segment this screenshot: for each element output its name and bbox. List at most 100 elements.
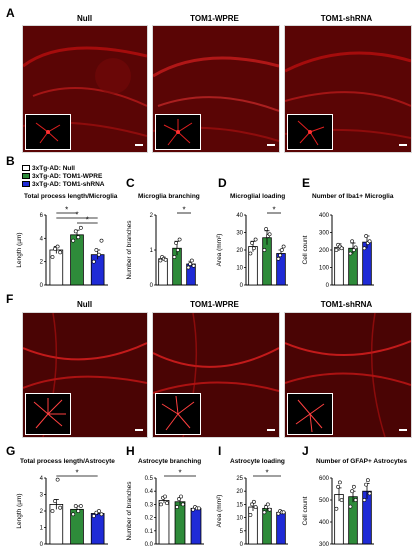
- data-point-shrna: [364, 234, 369, 238]
- y-tick-label: 3: [40, 493, 44, 499]
- data-point-shrna: [362, 498, 367, 502]
- chart-j: Cell count 300 400 500 600: [302, 476, 374, 548]
- bar-shrna: [90, 513, 105, 545]
- y-tick-label: 0.4: [145, 489, 154, 495]
- panel-letter-c: C: [126, 176, 135, 190]
- y-tick-label: 0: [240, 542, 244, 548]
- y-axis-label: Length (µm): [16, 493, 23, 528]
- data-point-shrna: [276, 511, 281, 516]
- panel-letter-b: B: [6, 154, 15, 168]
- y-tick-label: 40: [236, 213, 243, 219]
- data-point-wpre: [175, 505, 179, 509]
- panel-letter-e: E: [302, 176, 311, 190]
- data-point-shrna: [362, 246, 367, 251]
- data-point-null: [339, 498, 344, 502]
- significance-star: *: [178, 469, 181, 478]
- data-point-wpre: [181, 502, 185, 507]
- data-point-null: [55, 244, 60, 249]
- y-tick-label: 20: [236, 489, 243, 495]
- scale-bar: [399, 144, 407, 146]
- y-tick-label: 0.1: [145, 529, 154, 535]
- y-tick-label: 4: [40, 476, 44, 482]
- data-point-null: [250, 241, 255, 245]
- y-tick-label: 0.2: [145, 516, 154, 522]
- inset-wpre-iba1: [155, 114, 201, 150]
- bar-null: [158, 500, 170, 545]
- y-tick-label: 200: [319, 248, 330, 254]
- micrograph-shrna-gfap: [284, 312, 412, 438]
- significance-star: *: [182, 206, 185, 215]
- data-point-wpre: [351, 484, 356, 489]
- bar-null: [158, 258, 168, 286]
- data-point-null: [53, 499, 57, 504]
- data-point-wpre: [76, 509, 81, 513]
- data-point-shrna: [91, 259, 96, 264]
- y-tick-label: 20: [236, 248, 243, 254]
- panel-letter-j: J: [302, 444, 309, 458]
- data-point-null: [50, 255, 55, 259]
- column-title-shrna-bottom: TOM1-shRNA: [320, 300, 373, 309]
- data-point-wpre: [73, 229, 78, 234]
- column-title-shrna-top: TOM1-shRNA: [320, 14, 373, 23]
- data-point-null: [159, 502, 163, 507]
- data-point-wpre: [350, 239, 355, 244]
- data-point-null: [339, 246, 344, 251]
- data-point-shrna: [276, 256, 281, 261]
- data-point-wpre: [76, 235, 81, 240]
- panel-letter-i: I: [218, 444, 222, 458]
- y-tick-label: 600: [319, 476, 330, 482]
- chart-e: Cell count 0 100 200 300 400: [302, 213, 374, 289]
- data-point-null: [334, 248, 339, 252]
- micrograph-null-gfap: [22, 312, 148, 438]
- micrograph-wpre-iba1: [152, 25, 280, 153]
- data-point-wpre: [348, 251, 353, 256]
- data-point-wpre: [262, 248, 267, 252]
- y-tick-label: 0: [326, 283, 330, 289]
- y-axis-label: Cell count: [302, 235, 309, 264]
- micrograph-shrna-iba1: [284, 25, 412, 153]
- data-point-null: [58, 250, 63, 255]
- chart-title-d: Microglial loading: [230, 193, 286, 200]
- data-point-wpre: [71, 512, 76, 517]
- chart-c: Number of branches 0 1 2 *: [126, 206, 198, 289]
- chart-title-h: Astrocyte branching: [138, 458, 202, 465]
- legend-label-null: 3xTg-AD: Null: [32, 164, 75, 172]
- significance-star: *: [75, 469, 78, 478]
- scale-bar: [267, 429, 275, 431]
- chart-title-b: Total process length/Microglia: [24, 193, 118, 200]
- y-tick-label: 300: [319, 231, 330, 237]
- data-point-shrna: [364, 482, 369, 487]
- chart-title-e: Number of Iba1+ Microglia: [312, 193, 394, 200]
- panel-letter-h: H: [126, 444, 135, 458]
- chart-title-j: Number of GFAP+ Astrocytes: [316, 458, 407, 465]
- y-tick-label: 0: [40, 542, 44, 548]
- data-point-null: [165, 501, 169, 505]
- column-title-wpre-bottom: TOM1-WPRE: [190, 300, 239, 309]
- bar-null: [334, 246, 344, 286]
- data-point-wpre: [264, 505, 269, 509]
- bar-shrna: [190, 507, 202, 545]
- data-point-shrna: [367, 491, 372, 496]
- panel-letter-g: G: [6, 444, 16, 458]
- y-axis-label: Number of branches: [126, 220, 133, 280]
- data-point-shrna: [191, 507, 195, 512]
- y-tick-label: 0.3: [145, 502, 154, 508]
- data-point-shrna: [189, 258, 194, 263]
- y-tick-label: 2: [40, 260, 44, 266]
- data-point-shrna: [94, 248, 99, 252]
- data-point-wpre: [348, 504, 353, 509]
- y-axis-label: Area (mm²): [216, 234, 223, 267]
- y-tick-label: 0.0: [145, 542, 154, 548]
- chart-title-g: Total process length/Astrocyte: [20, 458, 115, 465]
- micrograph-null-iba1: [22, 25, 148, 153]
- significance-star: *: [86, 216, 89, 225]
- data-point-shrna: [186, 265, 191, 270]
- legend-label-wpre: 3xTg-AD: TOM1-WPRE: [32, 172, 103, 180]
- data-point-null: [337, 480, 342, 485]
- data-point-wpre: [267, 507, 272, 512]
- column-title-null-top: Null: [76, 14, 93, 23]
- inset-shrna-iba1: [287, 114, 333, 150]
- y-tick-label: 0: [150, 283, 154, 289]
- data-point-shrna: [191, 263, 196, 268]
- y-tick-label: 5: [240, 529, 244, 535]
